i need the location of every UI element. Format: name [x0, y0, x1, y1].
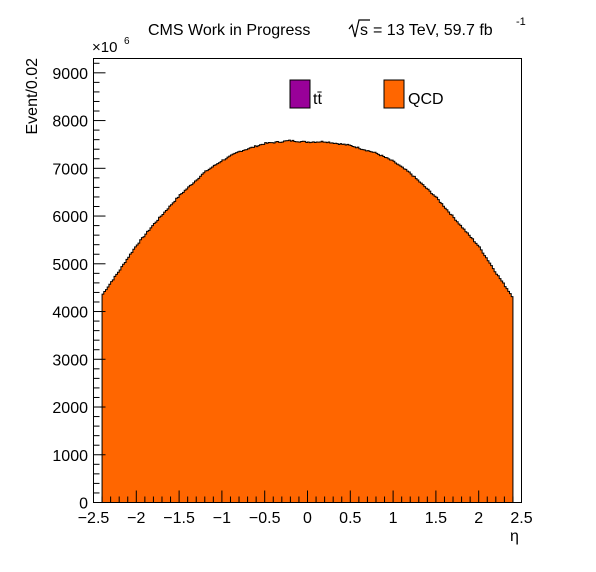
x-tick-label: 1.5 — [425, 510, 447, 527]
x-tick-label: −1.5 — [163, 510, 195, 527]
y-tick-labels: 0 1000 2000 3000 4000 5000 6000 7000 8000 9000 — [52, 66, 88, 513]
sqrt-symbol — [348, 19, 370, 38]
x-tick-label: 1 — [389, 510, 398, 527]
qcd-histogram — [102, 140, 513, 503]
y-multiplier: ×10 — [92, 39, 117, 56]
y-tick-label: 9000 — [52, 66, 88, 83]
energy-lumi-label: = 13 TeV, 59.7 fb — [373, 22, 493, 39]
x-axis-label: η — [510, 528, 519, 545]
experiment-label: CMS Work in Progress — [148, 22, 310, 39]
x-tick-label: 0.5 — [339, 510, 361, 527]
y-multiplier-exponent: 6 — [124, 36, 130, 47]
lumi-exponent: -1 — [516, 16, 526, 28]
qcd-histogram-outline — [101, 139, 514, 503]
x-tick-label: −1 — [213, 510, 231, 527]
y-tick-label: 0 — [79, 496, 88, 513]
y-axis-label: Event/0.02 — [24, 58, 41, 135]
legend-ttbar-label: tt̄ — [313, 91, 322, 108]
y-tick-label: 4000 — [52, 305, 88, 322]
x-tick-labels: −2.5 −2 −1.5 −1 −0.5 0 0.5 1 1.5 2 2.5 — [78, 510, 533, 527]
x-tick-label: −2 — [127, 510, 145, 527]
x-tick-label: 2.5 — [510, 510, 532, 527]
x-tick-label: −2.5 — [78, 510, 110, 527]
y-tick-label: 6000 — [52, 209, 88, 226]
x-tick-label: 2 — [474, 510, 483, 527]
x-tick-label: 0 — [303, 510, 312, 527]
legend-ttbar-swatch — [289, 79, 311, 109]
axis-ticks — [93, 62, 522, 503]
legend-qcd-swatch — [383, 79, 405, 109]
y-tick-label: 3000 — [52, 352, 88, 369]
legend-qcd-label: QCD — [408, 91, 444, 108]
y-tick-label: 5000 — [52, 257, 88, 274]
y-tick-label: 2000 — [52, 400, 88, 417]
y-tick-label: 8000 — [52, 114, 88, 131]
y-tick-label: 1000 — [52, 448, 88, 465]
sqrt-s-label: s — [360, 22, 368, 39]
x-tick-label: −0.5 — [249, 510, 281, 527]
y-tick-label: 7000 — [52, 161, 88, 178]
